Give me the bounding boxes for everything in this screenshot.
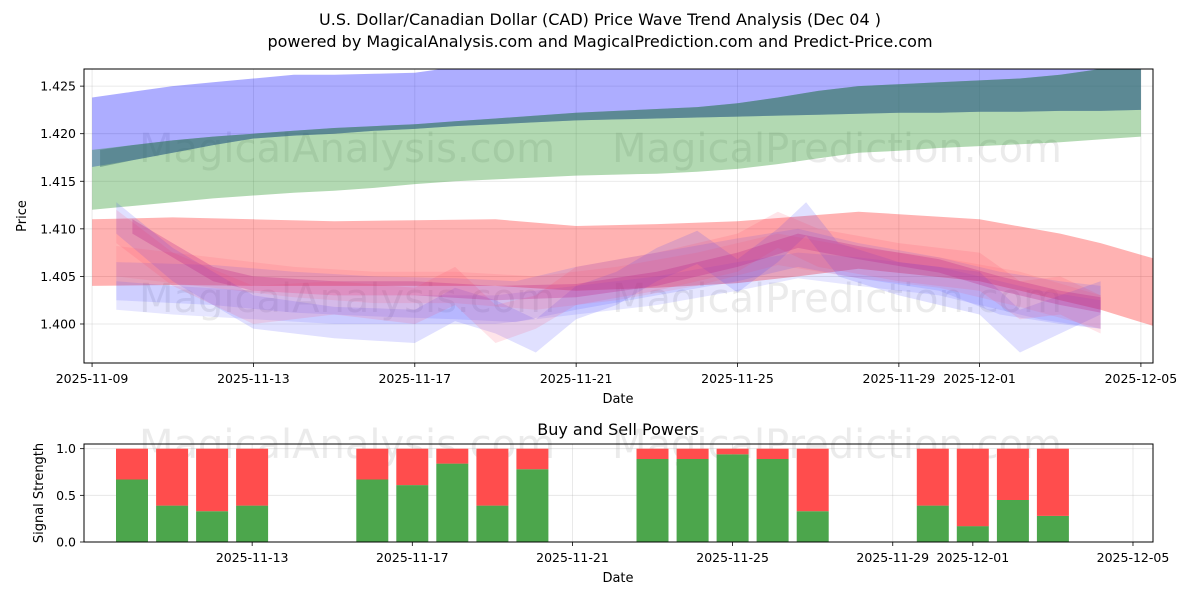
sell-bar [956, 448, 989, 527]
buy-sell-y-axis-label: Signal Strength [32, 443, 47, 543]
buy-sell-axes-frame [83, 443, 1154, 543]
sell-bar [796, 448, 829, 512]
buy-sell-x-axis-label: Date [602, 571, 633, 586]
sell-bar [1036, 448, 1069, 516]
price-x-tick-label: 2025-11-17 [378, 371, 451, 386]
magenta-core [132, 219, 1101, 313]
pink-wave-1 [116, 209, 1101, 343]
buy-sell-x-ticks: 2025-11-13 2025-11-17 2025-11-21 2025-11-25… [216, 542, 1169, 565]
buy-sell-title: Buy and Sell Powers [537, 420, 699, 439]
chart-title-line1: U.S. Dollar/Canadian Dollar (CAD) Price … [319, 10, 881, 29]
watermark-magicalanalysis-lower: MagicalAnalysis.com [139, 276, 555, 322]
price-y-tick-label: 1.410 [40, 221, 76, 236]
price-x-tick-label: 2025-11-29 [863, 371, 936, 386]
watermark-magicalprediction-upper: MagicalPrediction.com [612, 126, 1062, 172]
buy-sell-bars [116, 448, 1069, 542]
watermark-magicalprediction-lower: MagicalPrediction.com [612, 276, 1062, 322]
buy-bar [356, 479, 389, 542]
sell-bar [396, 448, 429, 486]
sell-bar [236, 448, 269, 506]
sell-bar [516, 448, 549, 470]
buy-sell-x-tick-label: 2025-11-25 [696, 550, 769, 565]
price-x-axis-label: Date [602, 392, 633, 407]
buy-bar [516, 469, 549, 542]
buy-bar [756, 458, 789, 542]
price-x-tick-label: 2025-11-09 [56, 371, 129, 386]
price-x-tick-label: 2025-12-05 [1105, 371, 1178, 386]
price-y-tick-label: 1.425 [40, 79, 76, 94]
price-y-tick-label: 1.405 [40, 269, 76, 284]
buy-sell-x-tick-label: 2025-11-17 [376, 550, 449, 565]
price-y-ticks: 1.400 1.405 1.410 1.415 1.420 1.425 [40, 79, 84, 331]
buy-sell-y-tick-label: 0.0 [56, 535, 76, 550]
buy-sell-x-tick-label: 2025-11-21 [536, 550, 609, 565]
upper-blue-band [92, 69, 1141, 167]
buy-sell-x-tick-label: 2025-11-13 [216, 550, 289, 565]
buy-bar [716, 454, 749, 542]
blue-wave-1 [116, 202, 1101, 353]
buy-bar [396, 485, 429, 542]
buy-bar [1036, 515, 1069, 542]
buy-bar [636, 458, 669, 542]
buy-bar [156, 505, 189, 542]
price-x-ticks: 2025-11-09 2025-11-13 2025-11-17 2025-11-21… [56, 363, 1177, 386]
chart-title-line2: powered by MagicalAnalysis.com and Magic… [267, 32, 932, 51]
price-x-tick-label: 2025-11-21 [540, 371, 613, 386]
buy-sell-x-tick-label: 2025-12-01 [937, 550, 1010, 565]
buy-sell-y-tick-label: 1.0 [56, 441, 76, 456]
price-y-tick-label: 1.415 [40, 174, 76, 189]
sell-bar [116, 448, 148, 480]
price-y-axis-label: Price [15, 200, 30, 232]
price-axes-frame [83, 68, 1154, 364]
price-grid [84, 69, 1153, 363]
buy-bar [436, 463, 469, 542]
buy-bar [996, 500, 1029, 542]
buy-sell-plot: Buy and Sell Powers MagicalAnalysis.com … [32, 420, 1169, 586]
sell-bar [676, 448, 709, 459]
buy-bar [476, 505, 509, 542]
buy-bar [196, 511, 229, 542]
dark-overlap-band [100, 69, 1141, 167]
buy-sell-y-ticks: 0.0 0.5 1.0 [56, 441, 84, 550]
sell-bar [636, 448, 669, 459]
buy-sell-x-tick-label: 2025-12-05 [1097, 550, 1170, 565]
red-wide-band [92, 211, 1153, 326]
price-y-tick-label: 1.420 [40, 126, 76, 141]
buy-bar [236, 505, 269, 542]
buy-bar [796, 511, 829, 542]
price-y-tick-label: 1.400 [40, 316, 76, 331]
sell-bar [436, 448, 469, 464]
sell-bar [756, 448, 789, 459]
buy-sell-x-tick-label: 2025-11-29 [856, 550, 929, 565]
sell-bar [916, 448, 949, 506]
blue-wave-3 [116, 252, 1101, 329]
sell-bar [356, 448, 389, 480]
buy-bar [956, 526, 989, 542]
sell-bar [196, 448, 229, 512]
watermark-magicalanalysis-upper: MagicalAnalysis.com [139, 126, 555, 172]
price-wave-plot: MagicalAnalysis.com MagicalPrediction.co… [15, 68, 1177, 407]
buy-bar [676, 458, 709, 542]
sell-bar [996, 448, 1029, 500]
buy-bar [116, 479, 148, 542]
buy-bar [916, 505, 949, 542]
buy-sell-y-tick-label: 0.5 [56, 488, 76, 503]
sell-bar [156, 448, 189, 506]
price-x-tick-label: 2025-12-01 [943, 371, 1016, 386]
pink-wave-2 [116, 233, 1101, 329]
price-bands [92, 69, 1153, 353]
sell-bar [476, 448, 509, 506]
price-x-tick-label: 2025-11-25 [701, 371, 774, 386]
blue-wave-2 [116, 228, 1101, 329]
sell-bar [716, 448, 749, 455]
price-x-tick-label: 2025-11-13 [217, 371, 290, 386]
green-band [92, 69, 1141, 210]
